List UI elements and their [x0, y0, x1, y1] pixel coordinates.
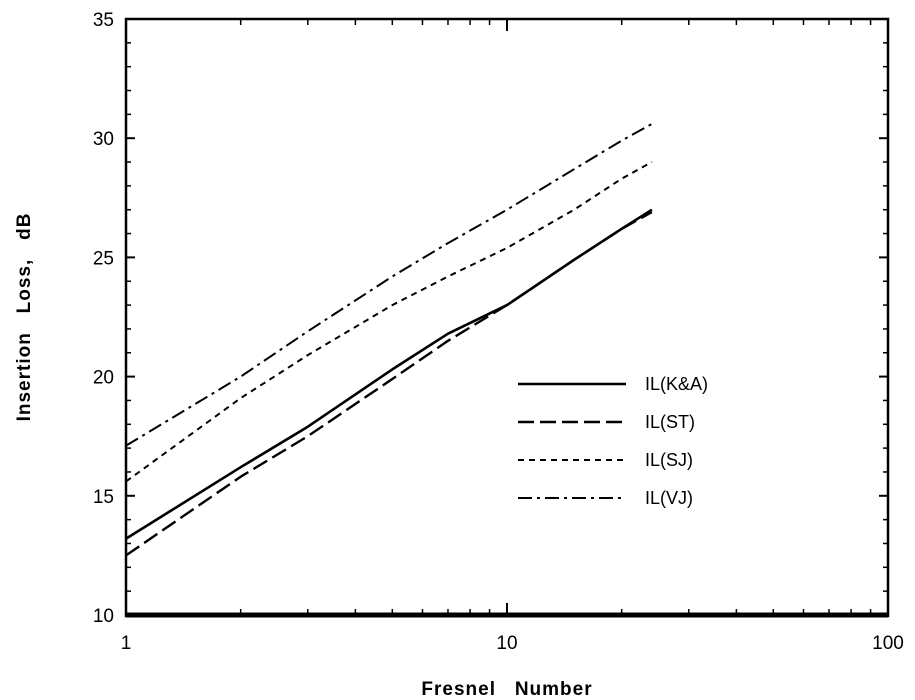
x-tick-label: 10	[496, 633, 517, 654]
series-line-il-sj	[125, 161, 653, 483]
legend-entry: IL(SJ)	[645, 450, 693, 470]
series-line-il-vj	[125, 123, 653, 447]
axis-ticks	[125, 18, 889, 616]
x-tick-label: 1	[121, 633, 132, 654]
y-tick-label: 15	[93, 487, 114, 508]
plot-area	[124, 17, 890, 618]
y-tick-label: 10	[93, 606, 114, 627]
y-axis-label: Insertion Loss, dB	[14, 213, 35, 422]
y-tick-label: 35	[93, 10, 114, 31]
series-lines	[125, 123, 653, 557]
legend-entry: IL(K&A)	[645, 374, 708, 394]
series-line-il-st	[125, 211, 653, 557]
x-axis-label: Fresnel Number	[421, 679, 592, 700]
legend: IL(K&A) IL(ST) IL(SJ) IL(VJ)	[518, 374, 708, 508]
y-tick-label: 25	[93, 248, 114, 269]
plot-frame	[124, 17, 890, 618]
x-tick-label: 100	[872, 633, 904, 654]
legend-entry: IL(VJ)	[645, 488, 693, 508]
legend-entry: IL(ST)	[645, 412, 695, 432]
y-tick-label: 20	[93, 368, 114, 389]
series-line-il-k-a	[125, 208, 653, 540]
y-tick-label: 30	[93, 129, 114, 150]
tick-labels: 10 15 20 25 30 35 1 10 100	[93, 10, 904, 654]
